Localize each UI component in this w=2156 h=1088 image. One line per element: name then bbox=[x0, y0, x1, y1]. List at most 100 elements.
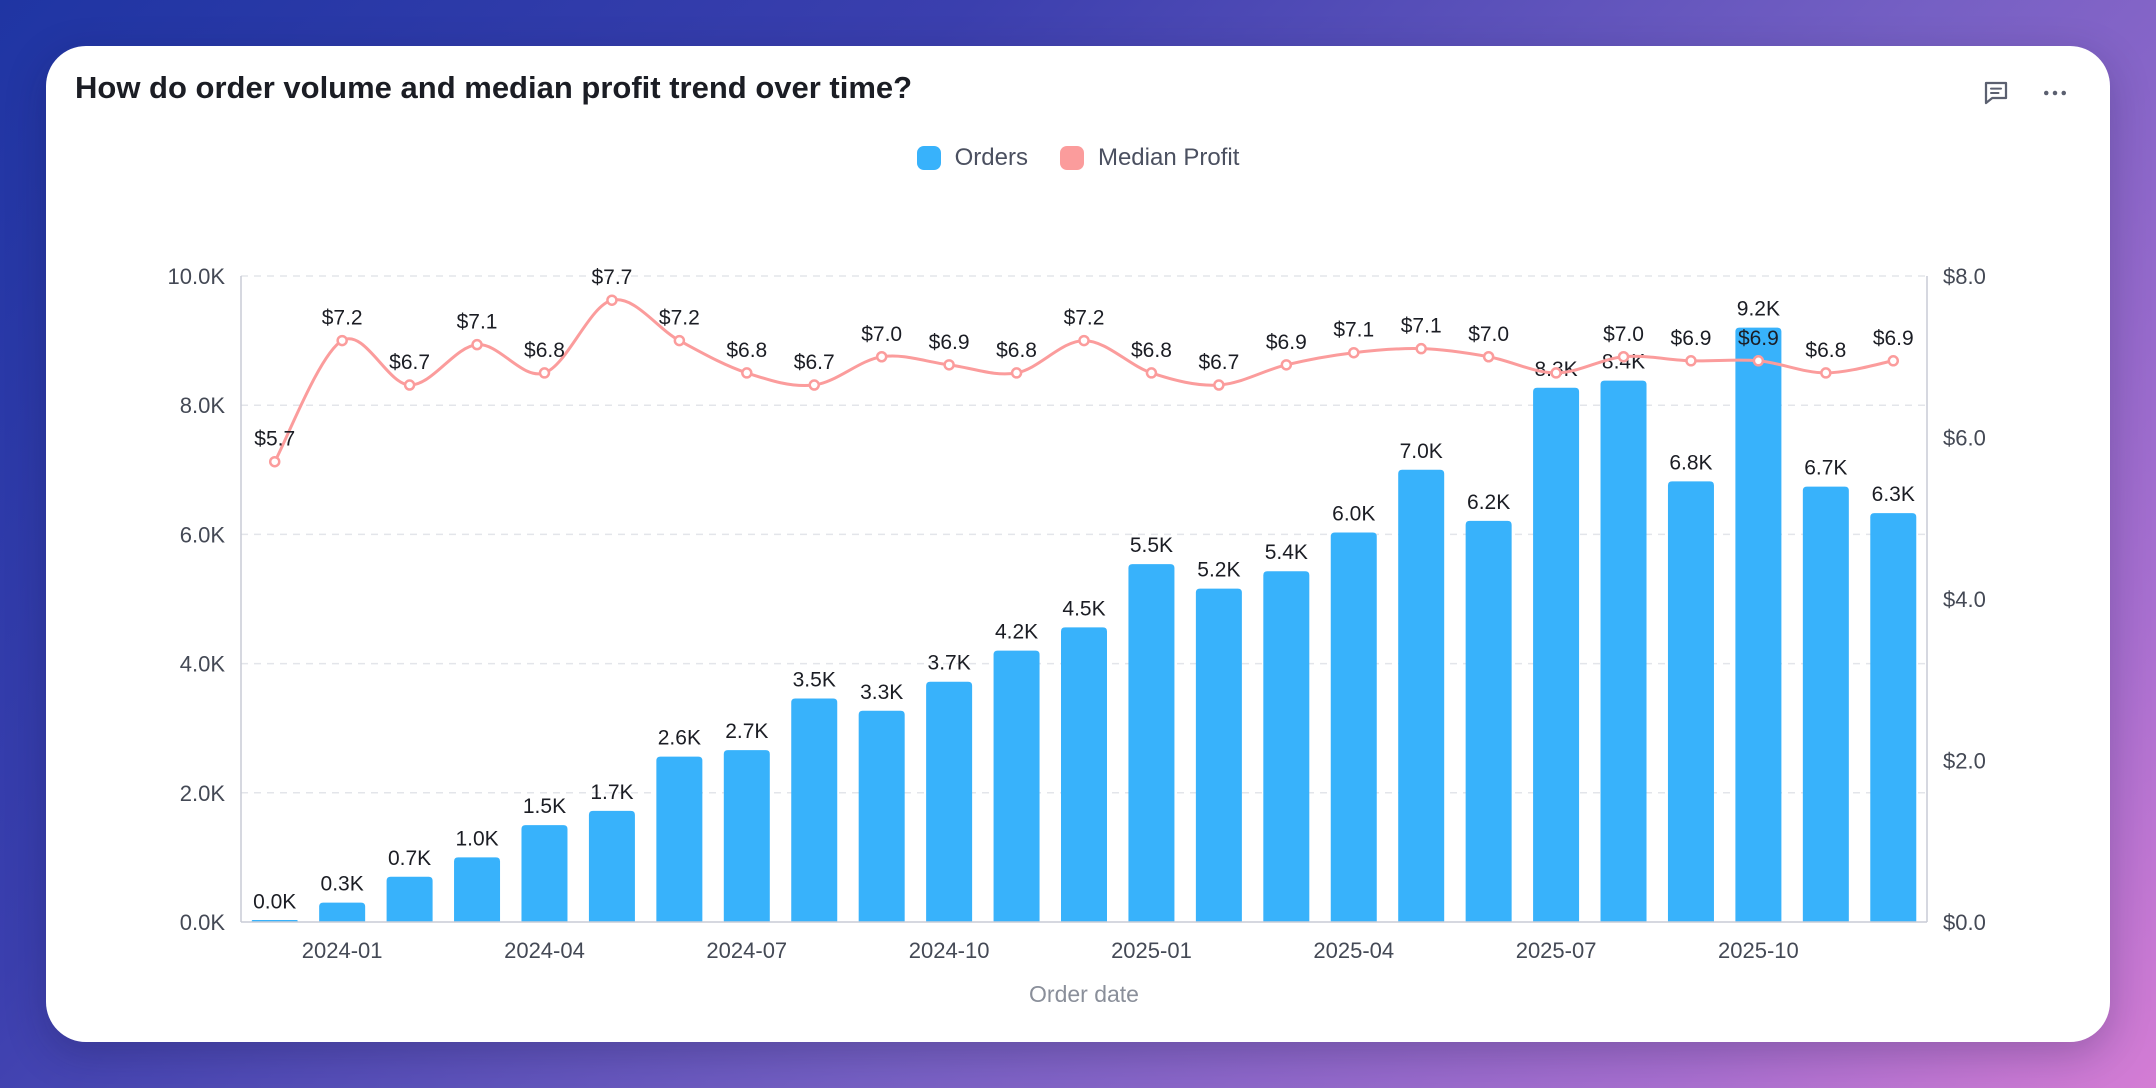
x-axis-tick-label: 2024-01 bbox=[302, 938, 383, 963]
line-data-label: $6.9 bbox=[1671, 327, 1712, 350]
x-axis-tick-label: 2024-04 bbox=[504, 938, 585, 963]
line-point-median-profit bbox=[1752, 355, 1765, 367]
y-axis-tick-label: 8.0K bbox=[180, 393, 226, 418]
line-data-label: $6.8 bbox=[1131, 339, 1172, 362]
line-median-profit bbox=[273, 298, 1894, 463]
line-point-median-profit bbox=[1617, 351, 1630, 363]
line-data-label: $6.7 bbox=[794, 351, 835, 374]
bar-orders bbox=[1465, 520, 1512, 922]
line-point-median-profit bbox=[1550, 367, 1562, 379]
bar-data-label: 0.3K bbox=[321, 873, 364, 896]
line-point-median-profit bbox=[471, 338, 483, 351]
bar-orders bbox=[1128, 564, 1175, 922]
line-point-median-profit bbox=[1348, 346, 1360, 359]
y-axis-tick-label: 4.0K bbox=[180, 652, 226, 677]
bar-orders bbox=[1263, 571, 1310, 922]
line-data-label: $6.8 bbox=[996, 339, 1037, 362]
x-axis-tick-label: 2025-07 bbox=[1516, 938, 1597, 963]
bar-orders bbox=[521, 825, 568, 922]
bar-orders bbox=[656, 756, 703, 922]
line-data-label: $6.8 bbox=[726, 339, 767, 362]
line-data-label: $6.9 bbox=[1738, 327, 1779, 350]
bar-data-label: 5.2K bbox=[1197, 559, 1240, 582]
bar-data-label: 3.3K bbox=[860, 681, 903, 704]
line-data-label: $7.1 bbox=[457, 311, 498, 334]
bar-orders bbox=[1802, 486, 1849, 922]
y-axis-tick-label: 10.0K bbox=[168, 264, 226, 289]
line-data-label: $5.7 bbox=[254, 428, 295, 451]
more-horizontal-icon bbox=[2044, 90, 2066, 96]
bar-data-label: 3.5K bbox=[793, 668, 836, 691]
line-data-label: $7.0 bbox=[861, 323, 902, 346]
x-axis-tick-label: 2025-01 bbox=[1111, 938, 1192, 963]
line-data-label: $7.0 bbox=[1468, 323, 1509, 346]
line-data-label: $6.8 bbox=[1805, 339, 1846, 362]
y2-axis-tick-label: $0.0 bbox=[1943, 910, 1986, 935]
line-data-label: $6.9 bbox=[1873, 327, 1914, 350]
bar-data-label: 1.5K bbox=[523, 795, 566, 818]
line-point-median-profit bbox=[1078, 334, 1090, 347]
line-data-label: $7.0 bbox=[1603, 323, 1644, 346]
bar-data-label: 6.0K bbox=[1332, 502, 1375, 525]
bar-orders bbox=[454, 857, 501, 922]
bar-orders bbox=[1330, 532, 1377, 922]
line-data-label: $6.9 bbox=[929, 331, 970, 354]
y2-axis-tick-label: $4.0 bbox=[1943, 587, 1986, 612]
bar-orders bbox=[723, 750, 770, 922]
bar-orders bbox=[926, 681, 973, 922]
line-point-median-profit bbox=[1213, 379, 1225, 391]
chart-card: How do order volume and median profit tr… bbox=[46, 46, 2110, 1042]
bar-orders bbox=[1061, 627, 1107, 922]
bar-orders bbox=[1870, 513, 1917, 922]
line-point-median-profit bbox=[606, 294, 618, 306]
bar-orders bbox=[1735, 327, 1782, 922]
line-point-median-profit bbox=[1010, 367, 1023, 379]
legend-item-median-profit[interactable]: Median Profit bbox=[1059, 144, 1239, 172]
bar-data-label: 7.0K bbox=[1400, 440, 1443, 463]
line-point-median-profit bbox=[1280, 359, 1293, 371]
y-axis-tick-label: 6.0K bbox=[180, 522, 226, 547]
bar-data-label: 9.2K bbox=[1737, 298, 1780, 321]
line-point-median-profit bbox=[268, 455, 281, 468]
bar-data-label: 4.2K bbox=[995, 621, 1038, 644]
bar-orders bbox=[588, 810, 635, 922]
bar-data-label: 3.7K bbox=[928, 652, 971, 675]
x-axis-tick-label: 2024-10 bbox=[909, 938, 990, 963]
bar-orders bbox=[386, 876, 433, 922]
x-axis-tick-label: 2025-10 bbox=[1718, 938, 1799, 963]
line-data-label: $7.2 bbox=[1064, 307, 1105, 330]
bar-orders bbox=[1533, 387, 1580, 922]
legend-item-orders[interactable]: Orders bbox=[916, 144, 1028, 172]
x-axis-tick-label: 2024-07 bbox=[706, 938, 787, 963]
bar-data-label: 4.5K bbox=[1062, 597, 1105, 620]
legend-label-orders: Orders bbox=[954, 144, 1028, 171]
line-point-median-profit bbox=[808, 379, 820, 391]
bar-orders bbox=[1195, 588, 1242, 922]
bar-data-label: 0.7K bbox=[388, 847, 431, 870]
bar-orders bbox=[1398, 469, 1445, 922]
line-point-median-profit bbox=[1820, 367, 1832, 379]
comment-button[interactable] bbox=[1973, 70, 2019, 116]
bar-orders bbox=[1600, 380, 1647, 923]
combo-chart: 0.0K 2.0K 4.0K 6.0K 8.0K 10.0K $0.0 $2.0 $4.0 $6.… bbox=[168, 264, 1986, 1007]
y2-axis-tick-label: $8.0 bbox=[1943, 264, 1986, 289]
x-axis-title: Order date bbox=[1029, 981, 1139, 1007]
line-data-label: $6.9 bbox=[1266, 331, 1307, 354]
bar-data-label: 2.7K bbox=[725, 720, 768, 743]
bar-orders bbox=[993, 650, 1040, 922]
line-point-median-profit bbox=[875, 351, 888, 363]
line-point-median-profit bbox=[1685, 355, 1697, 367]
y2-axis-tick-label: $2.0 bbox=[1943, 749, 1986, 774]
more-options-button[interactable] bbox=[2032, 70, 2078, 116]
bar-data-label: 6.7K bbox=[1804, 457, 1847, 480]
bar-orders bbox=[791, 698, 838, 922]
bar-data-label: 5.5K bbox=[1130, 534, 1173, 557]
line-point-median-profit bbox=[1415, 342, 1427, 355]
line-data-label: $6.7 bbox=[389, 351, 430, 374]
comment-icon bbox=[1984, 81, 2008, 105]
bar-data-label: 0.0K bbox=[253, 891, 296, 914]
bar-orders bbox=[1667, 481, 1714, 922]
bar-data-label: 6.2K bbox=[1467, 491, 1510, 514]
line-data-label: $7.7 bbox=[591, 266, 632, 289]
line-data-label: $7.2 bbox=[322, 307, 363, 330]
